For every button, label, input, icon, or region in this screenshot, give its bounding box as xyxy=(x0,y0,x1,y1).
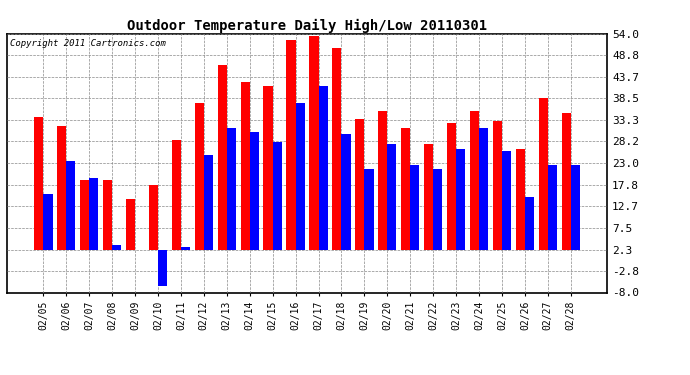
Bar xyxy=(309,36,319,249)
Bar xyxy=(181,247,190,249)
Bar xyxy=(89,178,99,249)
Bar xyxy=(319,86,328,249)
Bar xyxy=(250,132,259,249)
Bar xyxy=(493,122,502,249)
Bar xyxy=(401,128,411,249)
Bar xyxy=(548,165,557,249)
Bar xyxy=(342,134,351,249)
Bar xyxy=(217,65,227,249)
Bar xyxy=(204,155,213,249)
Bar xyxy=(424,144,433,249)
Bar xyxy=(227,128,236,249)
Bar xyxy=(502,151,511,249)
Bar xyxy=(571,165,580,249)
Bar xyxy=(387,144,397,249)
Bar xyxy=(80,180,89,249)
Bar xyxy=(273,142,282,249)
Bar xyxy=(112,244,121,249)
Bar xyxy=(149,185,158,249)
Title: Outdoor Temperature Daily High/Low 20110301: Outdoor Temperature Daily High/Low 20110… xyxy=(127,18,487,33)
Bar xyxy=(43,194,52,249)
Text: Copyright 2011 Cartronics.com: Copyright 2011 Cartronics.com xyxy=(10,39,166,48)
Bar xyxy=(34,117,43,249)
Bar xyxy=(286,40,295,249)
Bar xyxy=(172,140,181,249)
Bar xyxy=(364,170,373,249)
Bar xyxy=(57,126,66,249)
Bar xyxy=(456,148,465,249)
Bar xyxy=(433,170,442,249)
Bar xyxy=(479,128,489,249)
Bar xyxy=(103,180,112,249)
Bar xyxy=(195,103,204,249)
Bar xyxy=(264,86,273,249)
Bar xyxy=(515,148,525,249)
Bar xyxy=(411,165,420,249)
Bar xyxy=(562,113,571,249)
Bar xyxy=(66,161,75,249)
Bar xyxy=(447,123,456,249)
Bar xyxy=(539,99,548,249)
Bar xyxy=(470,111,479,249)
Bar xyxy=(355,119,364,249)
Bar xyxy=(295,103,305,249)
Bar xyxy=(241,82,250,249)
Bar xyxy=(378,111,387,249)
Bar xyxy=(126,199,135,249)
Bar xyxy=(525,196,534,249)
Bar xyxy=(333,48,342,249)
Bar xyxy=(158,249,167,286)
